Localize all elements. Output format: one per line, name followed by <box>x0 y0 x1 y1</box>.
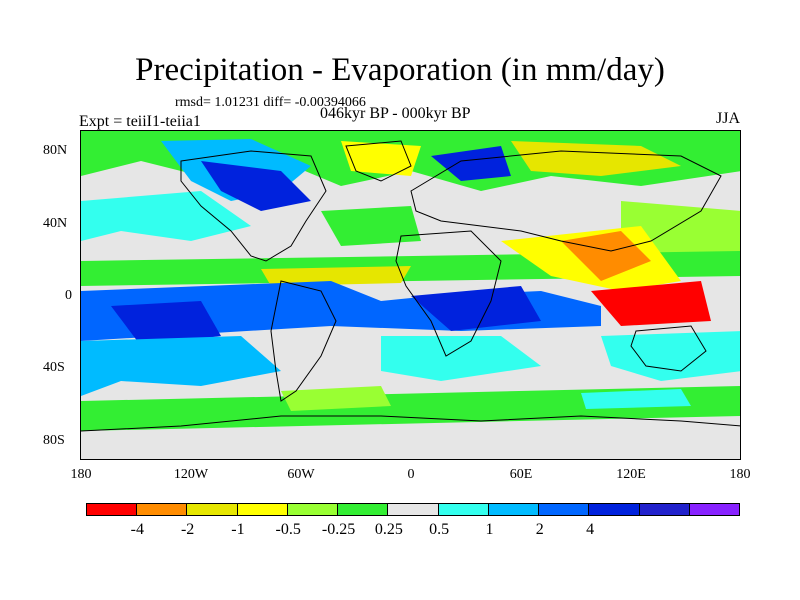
south-indian-band <box>601 331 740 381</box>
north-pacific-band <box>81 191 251 241</box>
world-map-plot <box>80 130 741 460</box>
period-label: 046kyr BP - 000kyr BP <box>320 105 471 122</box>
lat-label-80s: 80S <box>43 433 65 448</box>
pe-field <box>81 131 740 459</box>
colorbar-swatch <box>689 504 740 515</box>
east-pacific-wet <box>111 301 221 346</box>
lon-label-120e: 120E <box>616 467 646 482</box>
colorbar-label: -2 <box>180 521 195 538</box>
colorbar-label: 0.5 <box>429 521 450 538</box>
colorbar-swatch <box>388 504 439 515</box>
lon-label-60e: 60E <box>509 467 533 482</box>
experiment-label: Expt = teiiI1-teiia1 <box>79 113 201 130</box>
lat-label-40n: 40N <box>43 216 68 231</box>
caribbean-dry <box>261 266 411 286</box>
colorbar-swatch <box>87 504 138 515</box>
colorbar-swatch <box>137 504 188 515</box>
south-pacific-wet <box>81 336 281 396</box>
colorbar-swatch <box>287 504 339 515</box>
greenland-dry <box>341 141 421 176</box>
lon-label-180e: 180 <box>729 467 751 482</box>
atlantic-wet <box>411 286 541 331</box>
lat-label-40s: 40S <box>43 360 65 375</box>
lat-label-80n: 80N <box>43 143 68 158</box>
scandinavia-wet <box>431 146 511 181</box>
colorbar-label: -4 <box>130 521 144 538</box>
rmsd-diff-stats: rmsd= 1.01231 diff= -0.00394066 <box>175 95 366 110</box>
southern-ocean-dry <box>281 386 391 411</box>
colorbar <box>86 503 740 516</box>
coastlines <box>81 140 740 432</box>
indonesia-dry <box>591 281 711 326</box>
lon-label-60w: 60W <box>287 467 315 482</box>
indian-dry <box>561 231 651 281</box>
season-label: JJA <box>715 110 740 127</box>
colorbar-swatch <box>237 504 288 515</box>
colorbar-swatch <box>539 504 590 515</box>
colorbar-label: -0.5 <box>275 521 301 538</box>
southern-ocean-wet <box>581 389 691 409</box>
colorbar-label: 1 <box>485 521 494 538</box>
plot-title: Precipitation - Evaporation (in mm/day) <box>135 52 665 88</box>
lon-label-180w: 180 <box>70 467 92 482</box>
colorbar-label: 4 <box>586 521 595 538</box>
siberia-dry <box>511 141 681 176</box>
colorbar-label: -0.25 <box>321 521 356 538</box>
north-america-wet <box>201 161 311 211</box>
lat-label-0: 0 <box>65 288 72 303</box>
colorbar-swatch <box>488 504 540 515</box>
colorbar-label: -1 <box>231 521 245 538</box>
colorbar-swatch <box>589 504 640 515</box>
colorbar-label: 2 <box>535 521 544 538</box>
south-atlantic-band <box>381 336 541 381</box>
north-atlantic-band <box>321 206 421 246</box>
colorbar-label: 0.25 <box>374 521 403 538</box>
colorbar-swatch <box>639 504 690 515</box>
colorbar-swatch <box>438 504 489 515</box>
colorbar-swatch <box>338 504 389 515</box>
lon-label-120w: 120W <box>173 467 209 482</box>
colorbar-swatch <box>187 504 238 515</box>
lon-label-0: 0 <box>407 467 415 482</box>
